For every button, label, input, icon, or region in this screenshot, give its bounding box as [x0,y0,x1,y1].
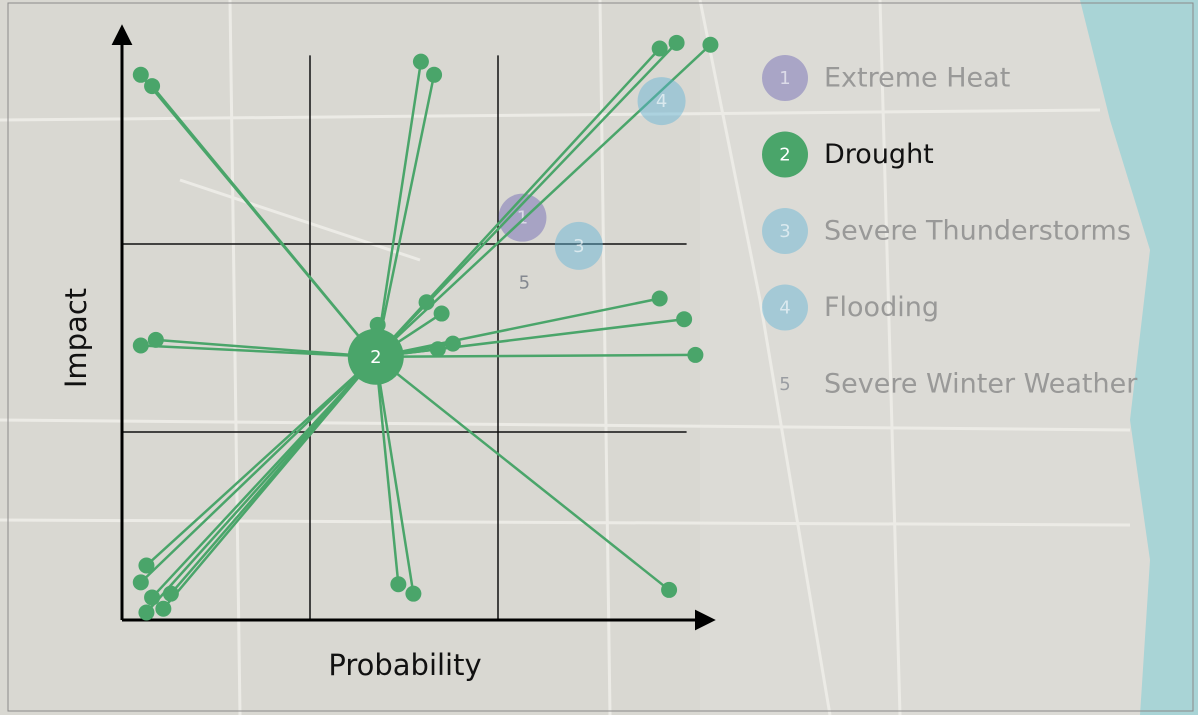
vote-dot [162,585,179,602]
vote-dot [138,557,155,574]
vote-dot [444,335,461,352]
hazard-point [554,221,603,270]
vote-dot [144,78,161,95]
hazard-point [347,328,404,385]
hazard-point: 5 [519,272,530,293]
vote-dot [155,600,172,617]
vote-dot [147,331,164,348]
vote-link [374,61,423,357]
legend-marker [762,208,808,254]
vote-link [374,356,415,594]
vote-dot [144,589,161,606]
legend-marker [762,55,808,101]
vote-dot [138,604,155,621]
legend-label: Extreme Heat [824,63,1010,94]
hazard-number: 1 [517,208,528,229]
vote-link [139,355,377,584]
legend-marker [762,131,808,178]
vote-link [169,355,377,595]
vote-dot [429,341,446,358]
vote-dot [132,66,149,83]
legend-label: Flooding [824,292,939,323]
vote-dot [668,34,685,51]
vote-dot [676,311,693,328]
vote-dot [132,574,149,591]
legend-label: Severe Winter Weather [824,369,1138,400]
vote-dot [651,290,668,307]
vote-link [145,355,377,567]
vote-link [374,356,400,585]
legend-label: Severe Thunderstorms [824,216,1131,247]
legend-number: 3 [779,221,790,242]
vote-dot [412,53,429,70]
legend-number: 1 [779,68,790,89]
vote-dot [661,581,678,598]
hazard-number: 3 [573,236,584,257]
legend-number: 2 [779,145,790,166]
vote-dot [426,66,443,83]
hazard-number: 4 [656,91,667,112]
vote-dot [433,305,450,322]
legend-number: 5 [779,374,790,395]
vote-dot [702,36,719,53]
vote-dot [390,576,407,593]
legend-marker [762,284,808,331]
vote-dot [687,346,704,363]
vote-dot [369,316,386,333]
vote-link [375,355,670,591]
vote-dot [418,294,435,311]
vote-dot [405,585,422,602]
vote-link [155,338,376,359]
vote-link [151,85,377,358]
hazard-number: 2 [370,347,381,368]
x-axis-label: Probability [328,648,481,682]
vote-dot [132,337,149,354]
vote-link [374,74,436,358]
hazard-point [637,77,686,126]
vote-dot [651,40,668,57]
y-axis-label: Impact [59,288,93,388]
legend-number: 4 [779,298,790,319]
vote-link [375,353,696,359]
vote-link [375,297,660,359]
legend-label: Drought [824,139,934,170]
